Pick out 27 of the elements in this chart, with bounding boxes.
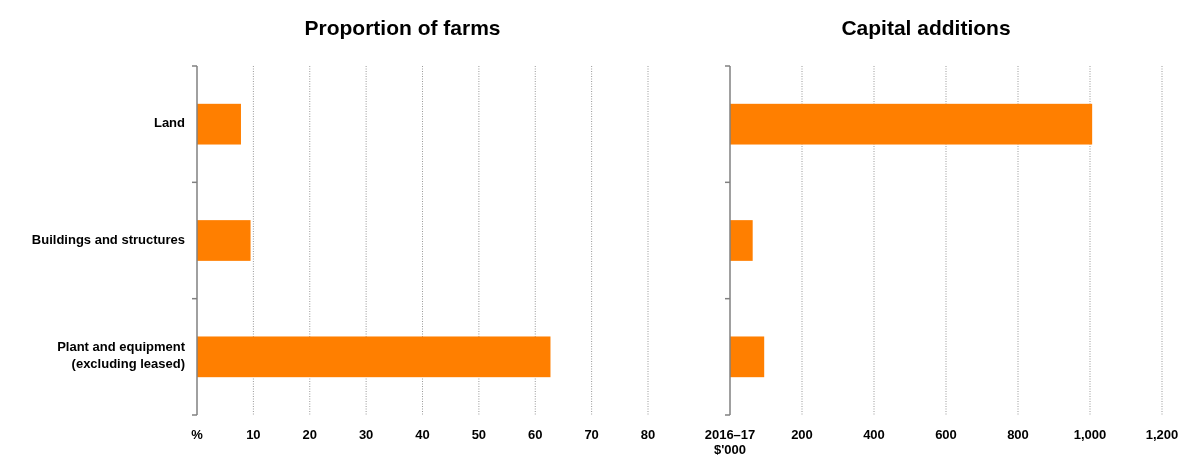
bar (730, 103, 1093, 145)
x-tick-label: 1,000 (1073, 427, 1107, 442)
chart-title: Proportion of farms (304, 16, 501, 39)
x-tick-label: 1,200 (1145, 427, 1179, 442)
x-tick-label: 200 (791, 427, 813, 442)
bar (730, 220, 753, 261)
bar (197, 103, 241, 145)
x-tick-label: 2016–17 $'000 (704, 427, 756, 455)
y-tick-label: Land (153, 115, 186, 131)
x-tick-label: 10 (246, 427, 261, 442)
x-tick-label: 600 (935, 427, 957, 442)
x-tick-label: 20 (302, 427, 317, 442)
x-tick-label: 400 (863, 427, 885, 442)
x-tick-label: 40 (415, 427, 430, 442)
bar (197, 220, 251, 261)
x-tick-label: 70 (584, 427, 599, 442)
x-tick-label: 800 (1007, 427, 1029, 442)
y-tick-label: Plant and equipment (excluding leased) (57, 339, 186, 372)
x-tick-label: % (191, 427, 204, 442)
bar (730, 336, 765, 378)
bar (197, 336, 551, 378)
x-tick-label: 50 (471, 427, 487, 442)
x-tick-label: 60 (528, 427, 543, 442)
y-tick-label: Buildings and structures (31, 231, 185, 247)
chart-title: Capital additions (841, 16, 1011, 39)
x-tick-label: 30 (358, 427, 374, 442)
x-tick-label: 80 (640, 427, 656, 442)
